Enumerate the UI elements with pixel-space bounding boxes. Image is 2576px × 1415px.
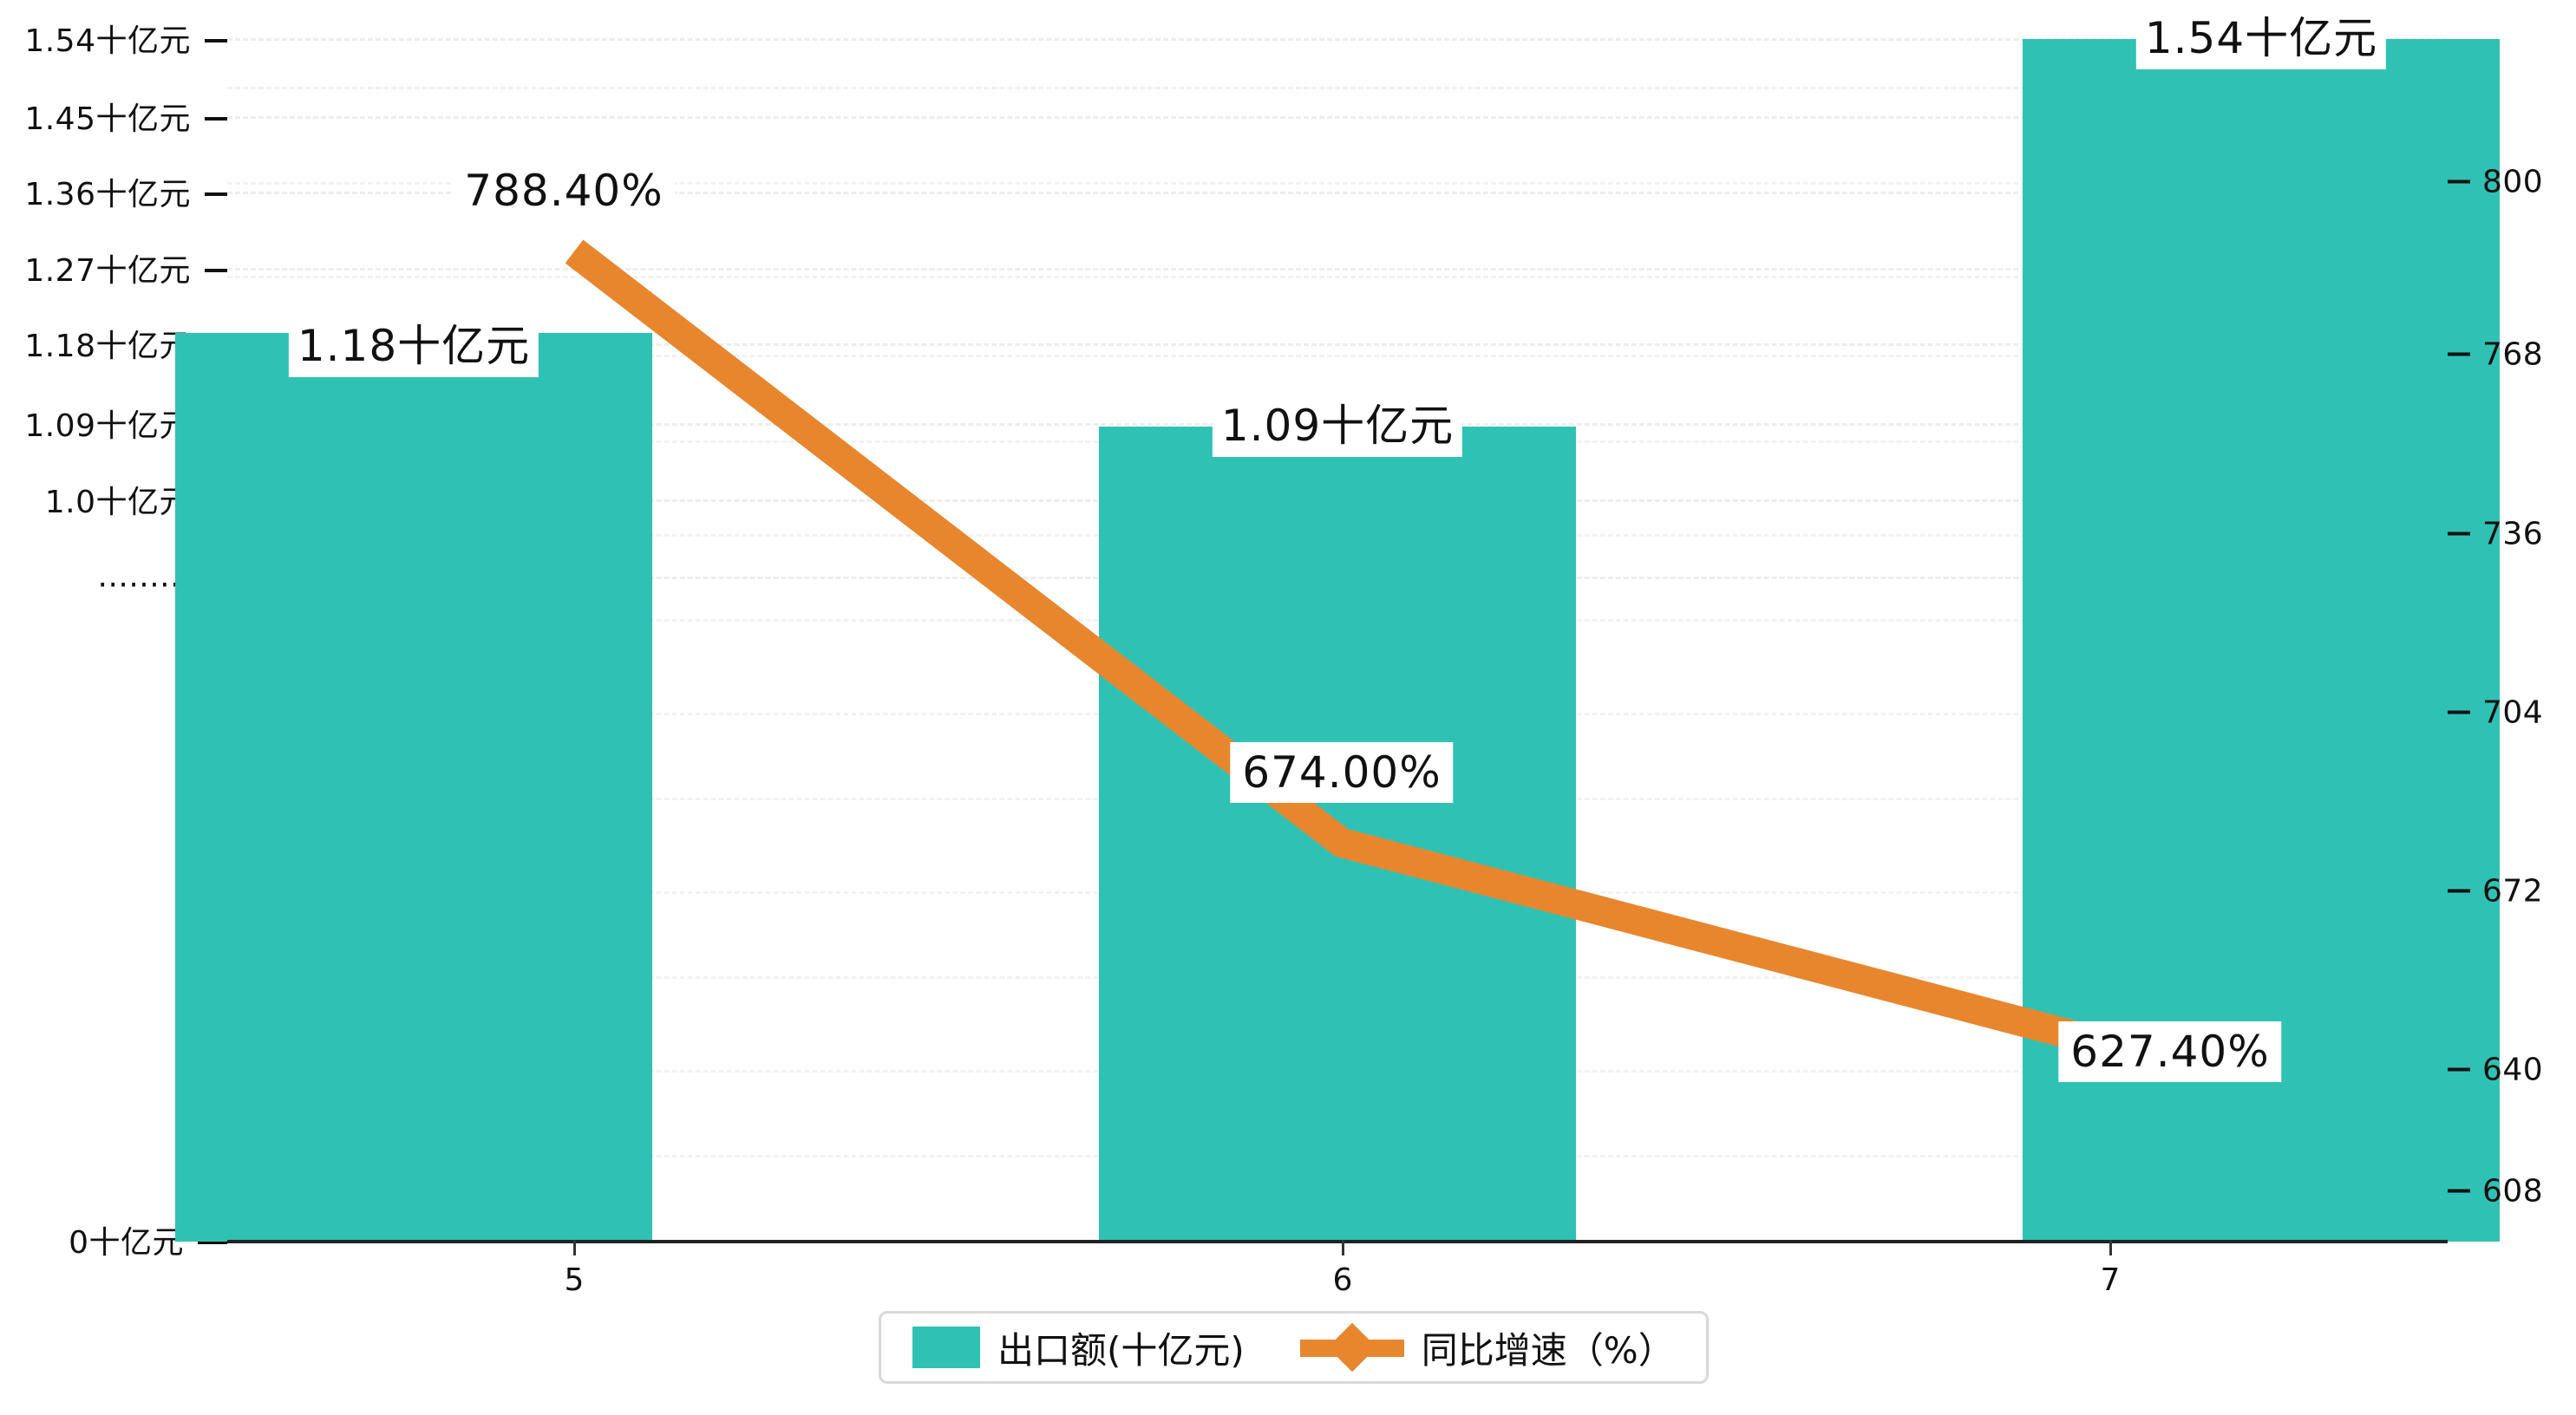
right-axis-tick: 704 xyxy=(2448,695,2543,731)
tick-dash-icon xyxy=(2448,1189,2470,1193)
gridline xyxy=(227,268,2448,271)
right-axis-tick-label: 672 xyxy=(2482,873,2544,910)
right-axis-tick-label: 768 xyxy=(2482,336,2544,373)
bar-category-5[interactable] xyxy=(175,333,652,1242)
left-axis-tick: 1.09十亿元 xyxy=(24,401,227,446)
line-path xyxy=(565,239,2114,1060)
right-axis-tick: 736 xyxy=(2448,517,2543,552)
x-axis-tick-7 xyxy=(2109,1240,2112,1255)
bar-value-label-7: 1.54十亿元 xyxy=(2135,0,2387,69)
legend-item-growth-rate[interactable]: 同比增速（%） xyxy=(1299,1321,1675,1374)
x-axis-label-7: 7 xyxy=(2100,1262,2121,1298)
right-axis-tick-label: 800 xyxy=(2482,164,2544,200)
right-axis-tick: 672 xyxy=(2448,874,2543,910)
left-axis-tick-label: 1.45十亿元 xyxy=(24,101,191,137)
right-axis-tick-label: 736 xyxy=(2482,516,2544,552)
legend-label-growth-rate: 同比增速（%） xyxy=(1421,1328,1675,1372)
x-axis-label-6: 6 xyxy=(1332,1262,1353,1298)
left-axis-tick-label: 1.09十亿元 xyxy=(24,408,191,444)
left-axis-tick-label: 1.0十亿元 xyxy=(44,485,191,520)
plot-area: 1.18十亿元 1.09十亿元 1.54十亿元 788.40% 674.00% … xyxy=(175,0,2500,1242)
left-axis-tick: 1.36十亿元 xyxy=(24,169,227,214)
right-axis-tick: 768 xyxy=(2448,337,2543,373)
left-axis-tick-label: 0十亿元 xyxy=(69,1225,184,1261)
tick-dash-icon xyxy=(205,39,227,42)
x-axis-tick-6 xyxy=(1342,1240,1344,1255)
gridline-secondary xyxy=(227,87,2448,89)
gridline-secondary xyxy=(227,355,2448,357)
legend-label-export-value: 出口额(十亿元) xyxy=(997,1328,1245,1372)
left-axis-tick: 1.27十亿元 xyxy=(24,245,227,290)
left-axis-tick: 0十亿元 xyxy=(69,1217,227,1262)
bar-swatch-icon xyxy=(912,1327,980,1368)
x-axis-tick-5 xyxy=(573,1240,576,1255)
tick-dash-icon xyxy=(198,1240,227,1244)
legend-item-export-value[interactable]: 出口额(十亿元) xyxy=(912,1321,1245,1374)
right-axis-tick-label: 640 xyxy=(2482,1052,2544,1088)
right-axis-tick: 640 xyxy=(2448,1053,2543,1088)
tick-dash-icon xyxy=(2448,1067,2470,1072)
tick-dash-icon xyxy=(2448,352,2470,356)
x-axis-label-5: 5 xyxy=(564,1262,585,1298)
right-axis-tick: 608 xyxy=(2448,1174,2543,1210)
growth-rate-line xyxy=(565,239,2114,1060)
line-value-label-5: 788.40% xyxy=(452,160,676,221)
left-axis-tick: 1.45十亿元 xyxy=(24,94,227,139)
bar-value-label-6: 1.09十亿元 xyxy=(1212,388,1463,457)
right-axis-tick-label: 704 xyxy=(2482,694,2544,731)
gridline-secondary xyxy=(227,276,2448,278)
line-value-label-7: 627.40% xyxy=(2058,1021,2282,1082)
gridline xyxy=(227,192,2448,194)
line-diamond-swatch-icon xyxy=(1299,1322,1404,1373)
tick-dash-icon xyxy=(205,117,227,121)
gridline-secondary xyxy=(227,182,2448,185)
gridline xyxy=(227,38,2448,41)
left-axis-tick-label: 1.18十亿元 xyxy=(24,329,191,364)
tick-dash-icon xyxy=(2448,710,2470,714)
left-axis-tick-label: 1.36十亿元 xyxy=(24,177,191,212)
tick-dash-icon xyxy=(2448,531,2470,536)
left-axis-tick-label: 1.54十亿元 xyxy=(24,23,191,59)
right-value-axis: 800 768 736 704 672 640 608 xyxy=(2448,0,2576,1242)
left-axis-break-label: ......... xyxy=(97,558,191,595)
bar-value-label-5: 1.18十亿元 xyxy=(288,308,539,377)
gridline xyxy=(227,343,2448,346)
tick-dash-icon xyxy=(2448,889,2470,893)
left-value-axis: 1.54十亿元 1.45十亿元 1.36十亿元 1.27十亿元 1.18十亿元 … xyxy=(0,0,227,1261)
line-value-label-6: 674.00% xyxy=(1230,742,1454,803)
right-axis-tick: 800 xyxy=(2448,165,2543,200)
right-axis-tick-label: 608 xyxy=(2482,1173,2544,1210)
left-axis-tick-label: 1.27十亿元 xyxy=(24,253,191,289)
tick-dash-icon xyxy=(205,192,227,196)
x-axis-line xyxy=(227,1240,2448,1243)
tick-dash-icon xyxy=(205,269,227,272)
left-axis-tick: 1.54十亿元 xyxy=(24,16,227,61)
chart-legend: 出口额(十亿元) 同比增速（%） xyxy=(879,1311,1709,1384)
gridline xyxy=(227,116,2448,119)
tick-dash-icon xyxy=(2448,179,2470,184)
